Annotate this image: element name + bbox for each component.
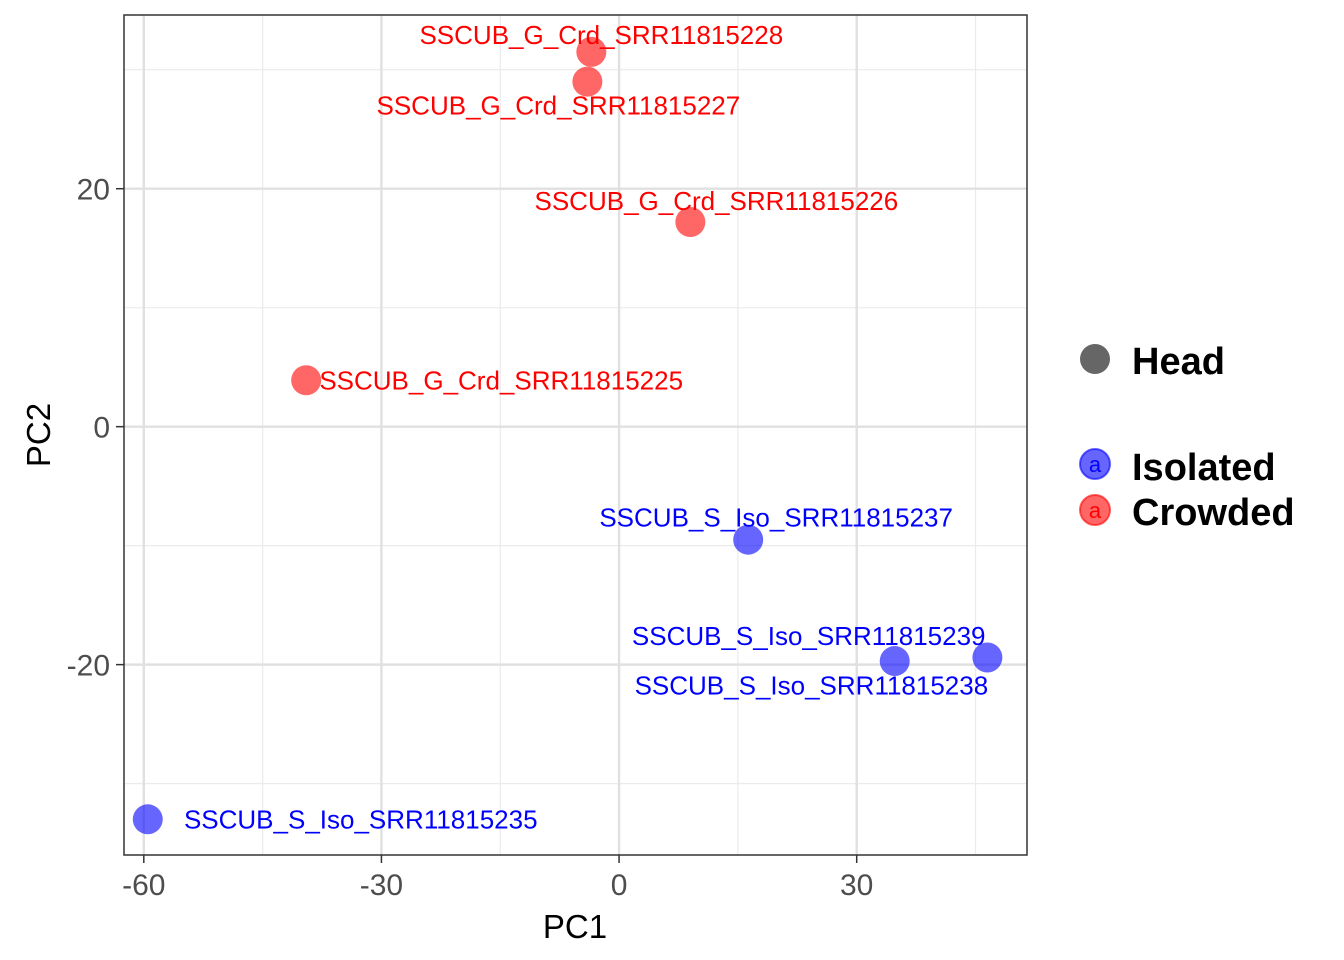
panel-background <box>124 15 1027 855</box>
y-tick-label: 0 <box>93 412 110 445</box>
data-point <box>576 36 607 67</box>
x-tick-label: 0 <box>611 869 628 902</box>
point-label: SSCUB_S_Iso_SRR11815239 <box>632 621 986 651</box>
point-labels: SSCUB_G_Crd_SRR11815228 SSCUB_G_Crd_SRR11… <box>184 20 988 834</box>
point-label: SSCUB_G_Crd_SRR11815228 <box>419 20 783 50</box>
x-tick-label: 30 <box>840 869 873 902</box>
x-tick-label: -60 <box>122 869 165 902</box>
legend-key-crowded <box>1079 494 1111 526</box>
panel-border <box>123 14 1028 856</box>
grid-lines <box>124 15 1027 855</box>
data-point <box>879 646 910 677</box>
point-label: SSCUB_S_Iso_SRR11815238 <box>635 670 989 700</box>
x-axis-title: PC1 <box>543 908 607 945</box>
legend-shape-label: Head <box>1132 341 1225 383</box>
point-label: SSCUB_G_Crd_SRR11815226 <box>534 186 898 216</box>
point-label: SSCUB_G_Crd_SRR11815225 <box>319 365 683 395</box>
axis-ticks: -60 -30 0 30 -20 0 20 <box>67 174 874 902</box>
legend-shape-key <box>1080 344 1110 374</box>
point-label: SSCUB_S_Iso_SRR11815235 <box>184 804 538 834</box>
y-tick-label: 20 <box>77 174 110 207</box>
data-point <box>733 524 764 555</box>
legend-key-isolated <box>1079 448 1111 480</box>
data-point <box>132 804 163 835</box>
y-tick-label: -20 <box>67 650 110 683</box>
point-label: SSCUB_G_Crd_SRR11815227 <box>377 91 741 121</box>
legend-key-isolated-glyph: a <box>1089 452 1102 477</box>
legend: Head a Isolated a Crowded <box>1079 341 1295 534</box>
data-point <box>572 66 603 97</box>
y-axis-title: PC2 <box>20 403 57 467</box>
x-tick-label: -30 <box>360 869 403 902</box>
data-point <box>675 207 706 238</box>
point-label: SSCUB_S_Iso_SRR11815237 <box>599 503 953 533</box>
data-point <box>291 365 322 396</box>
legend-key-crowded-glyph: a <box>1089 498 1102 523</box>
legend-label-isolated: Isolated <box>1132 447 1276 489</box>
data-point <box>972 642 1003 673</box>
data-points <box>132 36 1003 835</box>
legend-label-crowded: Crowded <box>1132 492 1295 534</box>
